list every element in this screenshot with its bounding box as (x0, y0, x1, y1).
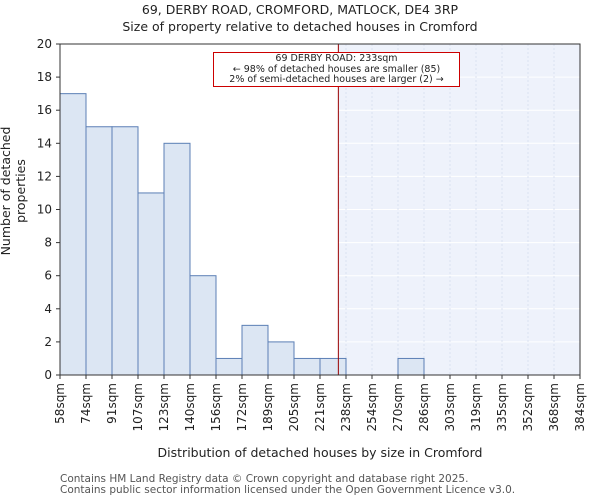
y-tick-label: 6 (44, 269, 52, 283)
x-tick-label: 221sqm (313, 383, 327, 431)
y-axis-label: Number of detached properties (0, 126, 28, 256)
y-tick-label: 14 (37, 136, 52, 150)
histogram-bar (163, 142, 191, 376)
histogram-bar (189, 275, 217, 376)
x-tick-label: 384sqm (573, 383, 587, 431)
property-annotation-box: 69 DERBY ROAD: 233sqm ← 98% of detached … (213, 52, 460, 87)
x-tick-label: 352sqm (521, 383, 535, 431)
x-tick-label: 368sqm (547, 383, 561, 431)
histogram-bar (241, 324, 269, 376)
x-tick-label: 156sqm (209, 383, 223, 431)
y-tick-label: 18 (37, 70, 52, 84)
annotation-line-1: 69 DERBY ROAD: 233sqm (275, 53, 398, 64)
x-axis-label: Distribution of detached houses by size … (157, 445, 483, 460)
x-tick-label: 189sqm (261, 383, 275, 431)
annotation-line-2: ← 98% of detached houses are smaller (85… (232, 63, 441, 75)
x-tick-label: 74sqm (79, 383, 93, 424)
x-tick-label: 205sqm (287, 383, 301, 431)
x-tick-label: 107sqm (131, 383, 145, 431)
histogram-bar (215, 357, 243, 376)
x-tick-label: 123sqm (157, 383, 171, 431)
x-tick-label: 319sqm (469, 383, 483, 431)
y-tick-label: 10 (37, 203, 52, 217)
x-tick-label: 335sqm (495, 383, 509, 431)
x-tick-label: 238sqm (339, 383, 353, 431)
y-tick-label: 2 (44, 335, 52, 349)
histogram-bar (319, 357, 347, 376)
x-tick-label: 286sqm (417, 383, 431, 431)
x-tick-label: 270sqm (391, 383, 405, 431)
histogram-bar (397, 357, 425, 376)
y-tick-label: 4 (44, 302, 52, 316)
x-tick-label: 91sqm (105, 383, 119, 424)
histogram-bar (137, 192, 165, 376)
chart-title: 69, DERBY ROAD, CROMFORD, MATLOCK, DE4 3… (141, 2, 459, 17)
x-tick-label: 140sqm (183, 383, 197, 431)
histogram-bar (267, 341, 295, 376)
y-tick-label: 20 (37, 37, 52, 51)
histogram-bar (293, 357, 321, 376)
histogram-bar (85, 126, 113, 376)
y-tick-label: 0 (44, 368, 52, 382)
x-tick-label: 303sqm (443, 383, 457, 431)
x-tick-label: 58sqm (53, 383, 67, 424)
y-tick-label: 16 (37, 103, 52, 117)
x-tick-label: 172sqm (235, 383, 249, 431)
x-tick-label: 254sqm (365, 383, 379, 431)
y-tick-label: 8 (44, 236, 52, 250)
y-tick-label: 12 (37, 169, 52, 183)
histogram-bar (59, 93, 87, 376)
histogram-bar (111, 126, 139, 376)
footer-line-2: Contains public sector information licen… (60, 484, 516, 496)
annotation-line-3: 2% of semi-detached houses are larger (2… (229, 74, 444, 85)
chart-subtitle: Size of property relative to detached ho… (122, 19, 478, 34)
footer-line-1: Contains HM Land Registry data © Crown c… (60, 473, 469, 485)
